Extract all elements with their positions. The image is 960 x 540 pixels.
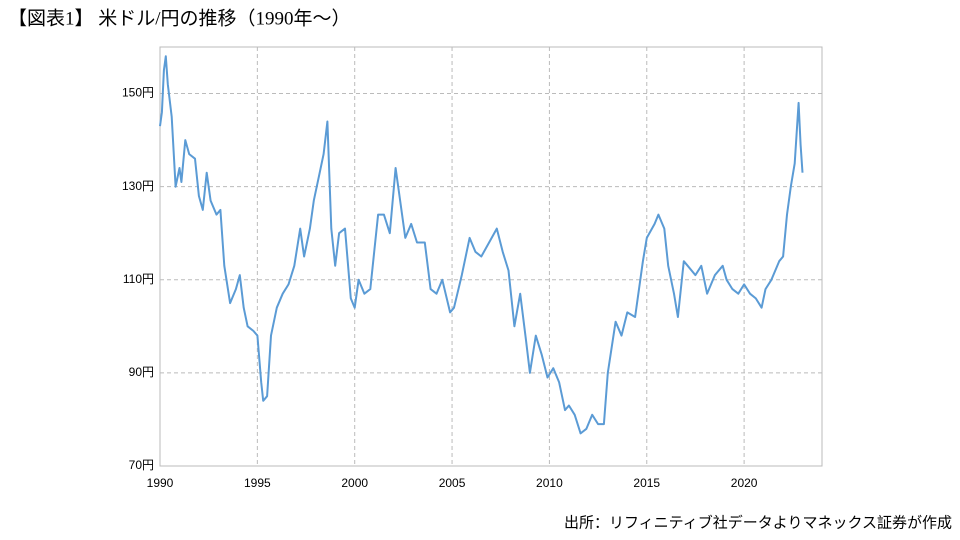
- x-tick-label: 2010: [536, 476, 563, 490]
- y-tick-label: 150円: [122, 86, 154, 100]
- y-tick-label: 90円: [129, 365, 154, 379]
- source-note: 出所：リフィニティブ社データよりマネックス証券が作成: [564, 513, 952, 531]
- plot-frame: [159, 46, 823, 467]
- y-tick-label: 110円: [123, 272, 154, 286]
- x-tick-label: 1995: [244, 476, 271, 490]
- x-tick-label: 1990: [147, 476, 174, 490]
- series-line: [159, 55, 804, 435]
- y-tick-label: 70円: [129, 458, 154, 472]
- x-tick-label: 2015: [633, 476, 660, 490]
- chart-title: 【図表1】 米ドル/円の推移（1990年～）: [8, 7, 351, 29]
- x-tick-label: 2005: [439, 476, 466, 490]
- x-tick-label: 2020: [731, 476, 758, 490]
- x-tick-label: 2000: [341, 476, 368, 490]
- y-tick-label: 130円: [122, 179, 154, 193]
